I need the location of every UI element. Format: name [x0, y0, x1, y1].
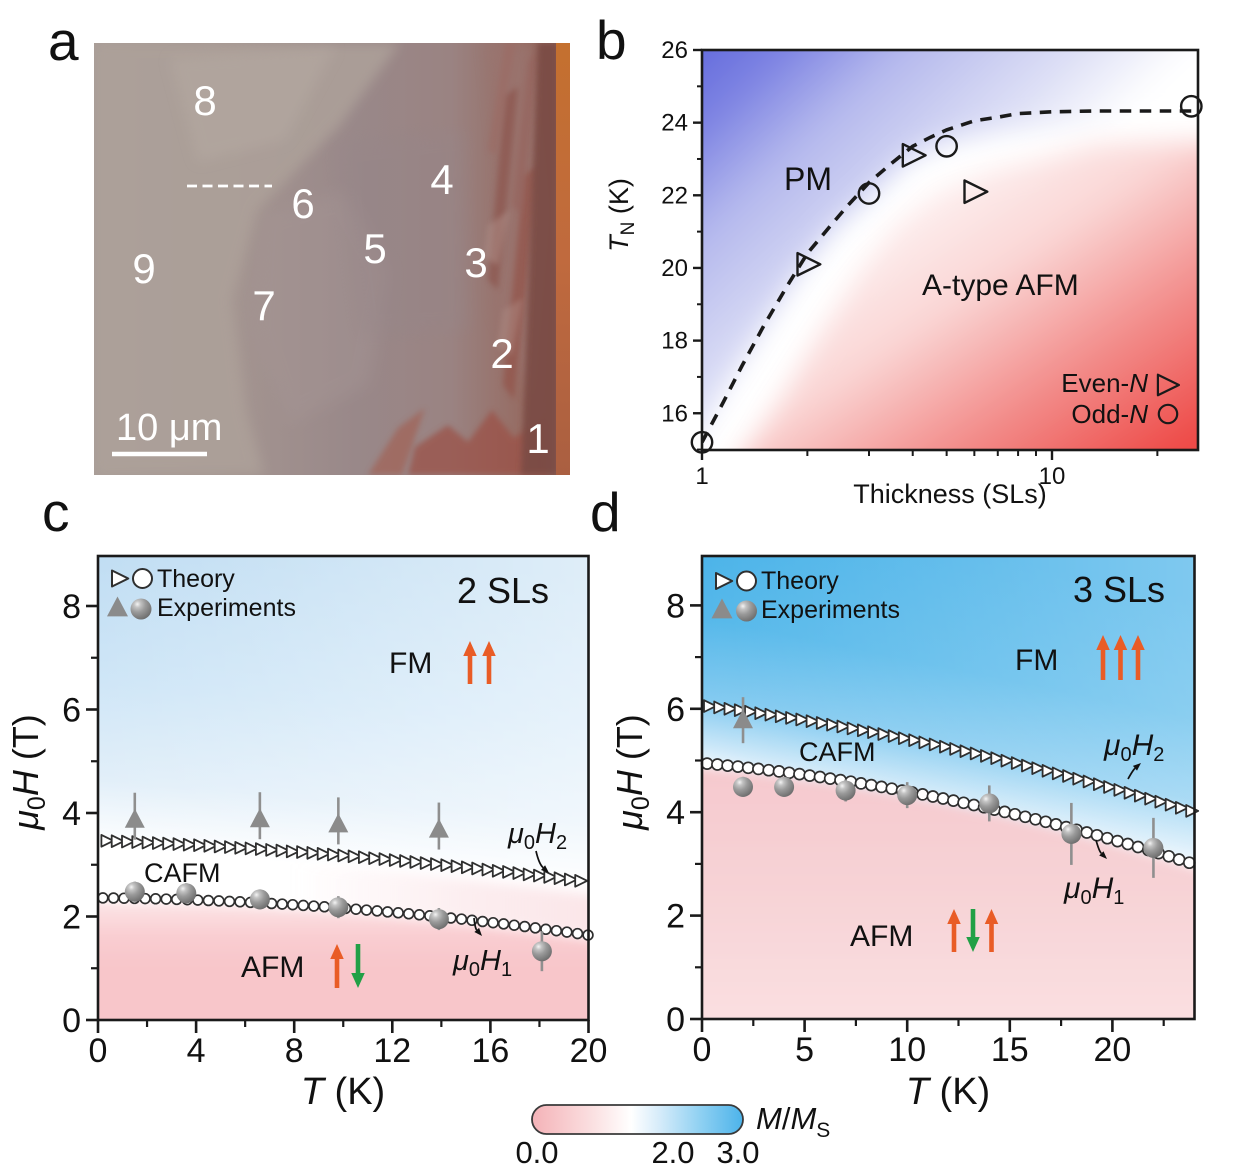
svg-text:Thickness (SLs): Thickness (SLs) [853, 479, 1047, 509]
svg-text:c: c [42, 481, 70, 543]
svg-text:20: 20 [570, 1032, 608, 1070]
svg-text:Experiments: Experiments [761, 596, 900, 624]
svg-text:μ0H2: μ0H2 [507, 818, 567, 854]
svg-text:1: 1 [695, 463, 708, 490]
svg-text:2: 2 [490, 330, 513, 377]
svg-text:Theory: Theory [157, 565, 235, 593]
svg-text:Theory: Theory [761, 567, 839, 595]
svg-text:AFM: AFM [241, 951, 304, 984]
svg-text:24: 24 [661, 110, 688, 137]
svg-text:15: 15 [991, 1031, 1029, 1069]
svg-text:9: 9 [132, 245, 155, 292]
svg-text:A-type AFM: A-type AFM [922, 269, 1079, 302]
svg-text:2: 2 [666, 898, 685, 936]
svg-text:6: 6 [62, 692, 81, 730]
svg-text:0.0: 0.0 [515, 1135, 558, 1170]
svg-text:18: 18 [661, 328, 688, 355]
svg-text:8: 8 [666, 587, 685, 625]
svg-text:0: 0 [693, 1031, 712, 1069]
svg-text:16: 16 [661, 400, 688, 427]
svg-text:T (K): T (K) [906, 1071, 990, 1113]
svg-text:26: 26 [661, 37, 688, 64]
svg-text:T (K): T (K) [301, 1071, 385, 1113]
svg-text:FM: FM [389, 647, 432, 680]
svg-text:d: d [590, 481, 621, 543]
svg-text:7: 7 [252, 282, 275, 329]
svg-text:20: 20 [661, 255, 688, 282]
svg-text:3 SLs: 3 SLs [1073, 569, 1165, 610]
svg-text:μ0H2: μ0H2 [1103, 729, 1164, 766]
svg-text:16: 16 [471, 1032, 509, 1070]
svg-text:10: 10 [888, 1031, 926, 1069]
svg-text:4: 4 [430, 156, 453, 203]
svg-text:μ0H1: μ0H1 [1063, 872, 1124, 909]
svg-text:μ0H (T): μ0H (T) [5, 714, 51, 831]
svg-text:0: 0 [62, 1002, 81, 1040]
svg-text:6: 6 [666, 691, 685, 729]
svg-text:3: 3 [464, 239, 487, 286]
svg-text:2 SLs: 2 SLs [457, 570, 549, 611]
svg-text:22: 22 [661, 182, 688, 209]
svg-text:FM: FM [1015, 644, 1058, 677]
svg-text:8: 8 [193, 77, 216, 124]
svg-text:10: 10 [1039, 463, 1066, 490]
svg-text:1: 1 [526, 415, 549, 462]
svg-text:8: 8 [285, 1032, 304, 1070]
svg-text:CAFM: CAFM [799, 737, 876, 767]
svg-text:12: 12 [373, 1032, 411, 1070]
svg-text:20: 20 [1093, 1031, 1131, 1069]
svg-text:AFM: AFM [850, 920, 913, 953]
svg-text:PM: PM [784, 161, 832, 197]
svg-text:8: 8 [62, 588, 81, 626]
svg-text:b: b [596, 9, 627, 71]
svg-text:4: 4 [187, 1032, 206, 1070]
svg-text:Odd-N: Odd-N [1071, 399, 1148, 429]
svg-text:a: a [48, 10, 79, 72]
svg-text:TN (K): TN (K) [604, 178, 639, 252]
svg-text:Experiments: Experiments [157, 594, 296, 622]
svg-text:0: 0 [666, 1001, 685, 1039]
svg-text:2.0: 2.0 [651, 1135, 694, 1170]
svg-text:M/MS: M/MS [756, 1101, 830, 1142]
svg-text:10 μm: 10 μm [116, 407, 222, 449]
svg-text:2: 2 [62, 899, 81, 937]
svg-text:6: 6 [291, 180, 314, 227]
svg-text:3.0: 3.0 [716, 1135, 759, 1170]
svg-text:5: 5 [363, 225, 386, 272]
svg-text:4: 4 [62, 795, 81, 833]
svg-text:CAFM: CAFM [144, 858, 221, 888]
svg-text:0: 0 [89, 1032, 108, 1070]
svg-text:μ0H (T): μ0H (T) [609, 714, 655, 831]
svg-text:5: 5 [795, 1031, 814, 1069]
svg-text:4: 4 [666, 794, 685, 832]
svg-text:Even-N: Even-N [1061, 368, 1148, 398]
svg-text:μ0H1: μ0H1 [452, 945, 512, 981]
